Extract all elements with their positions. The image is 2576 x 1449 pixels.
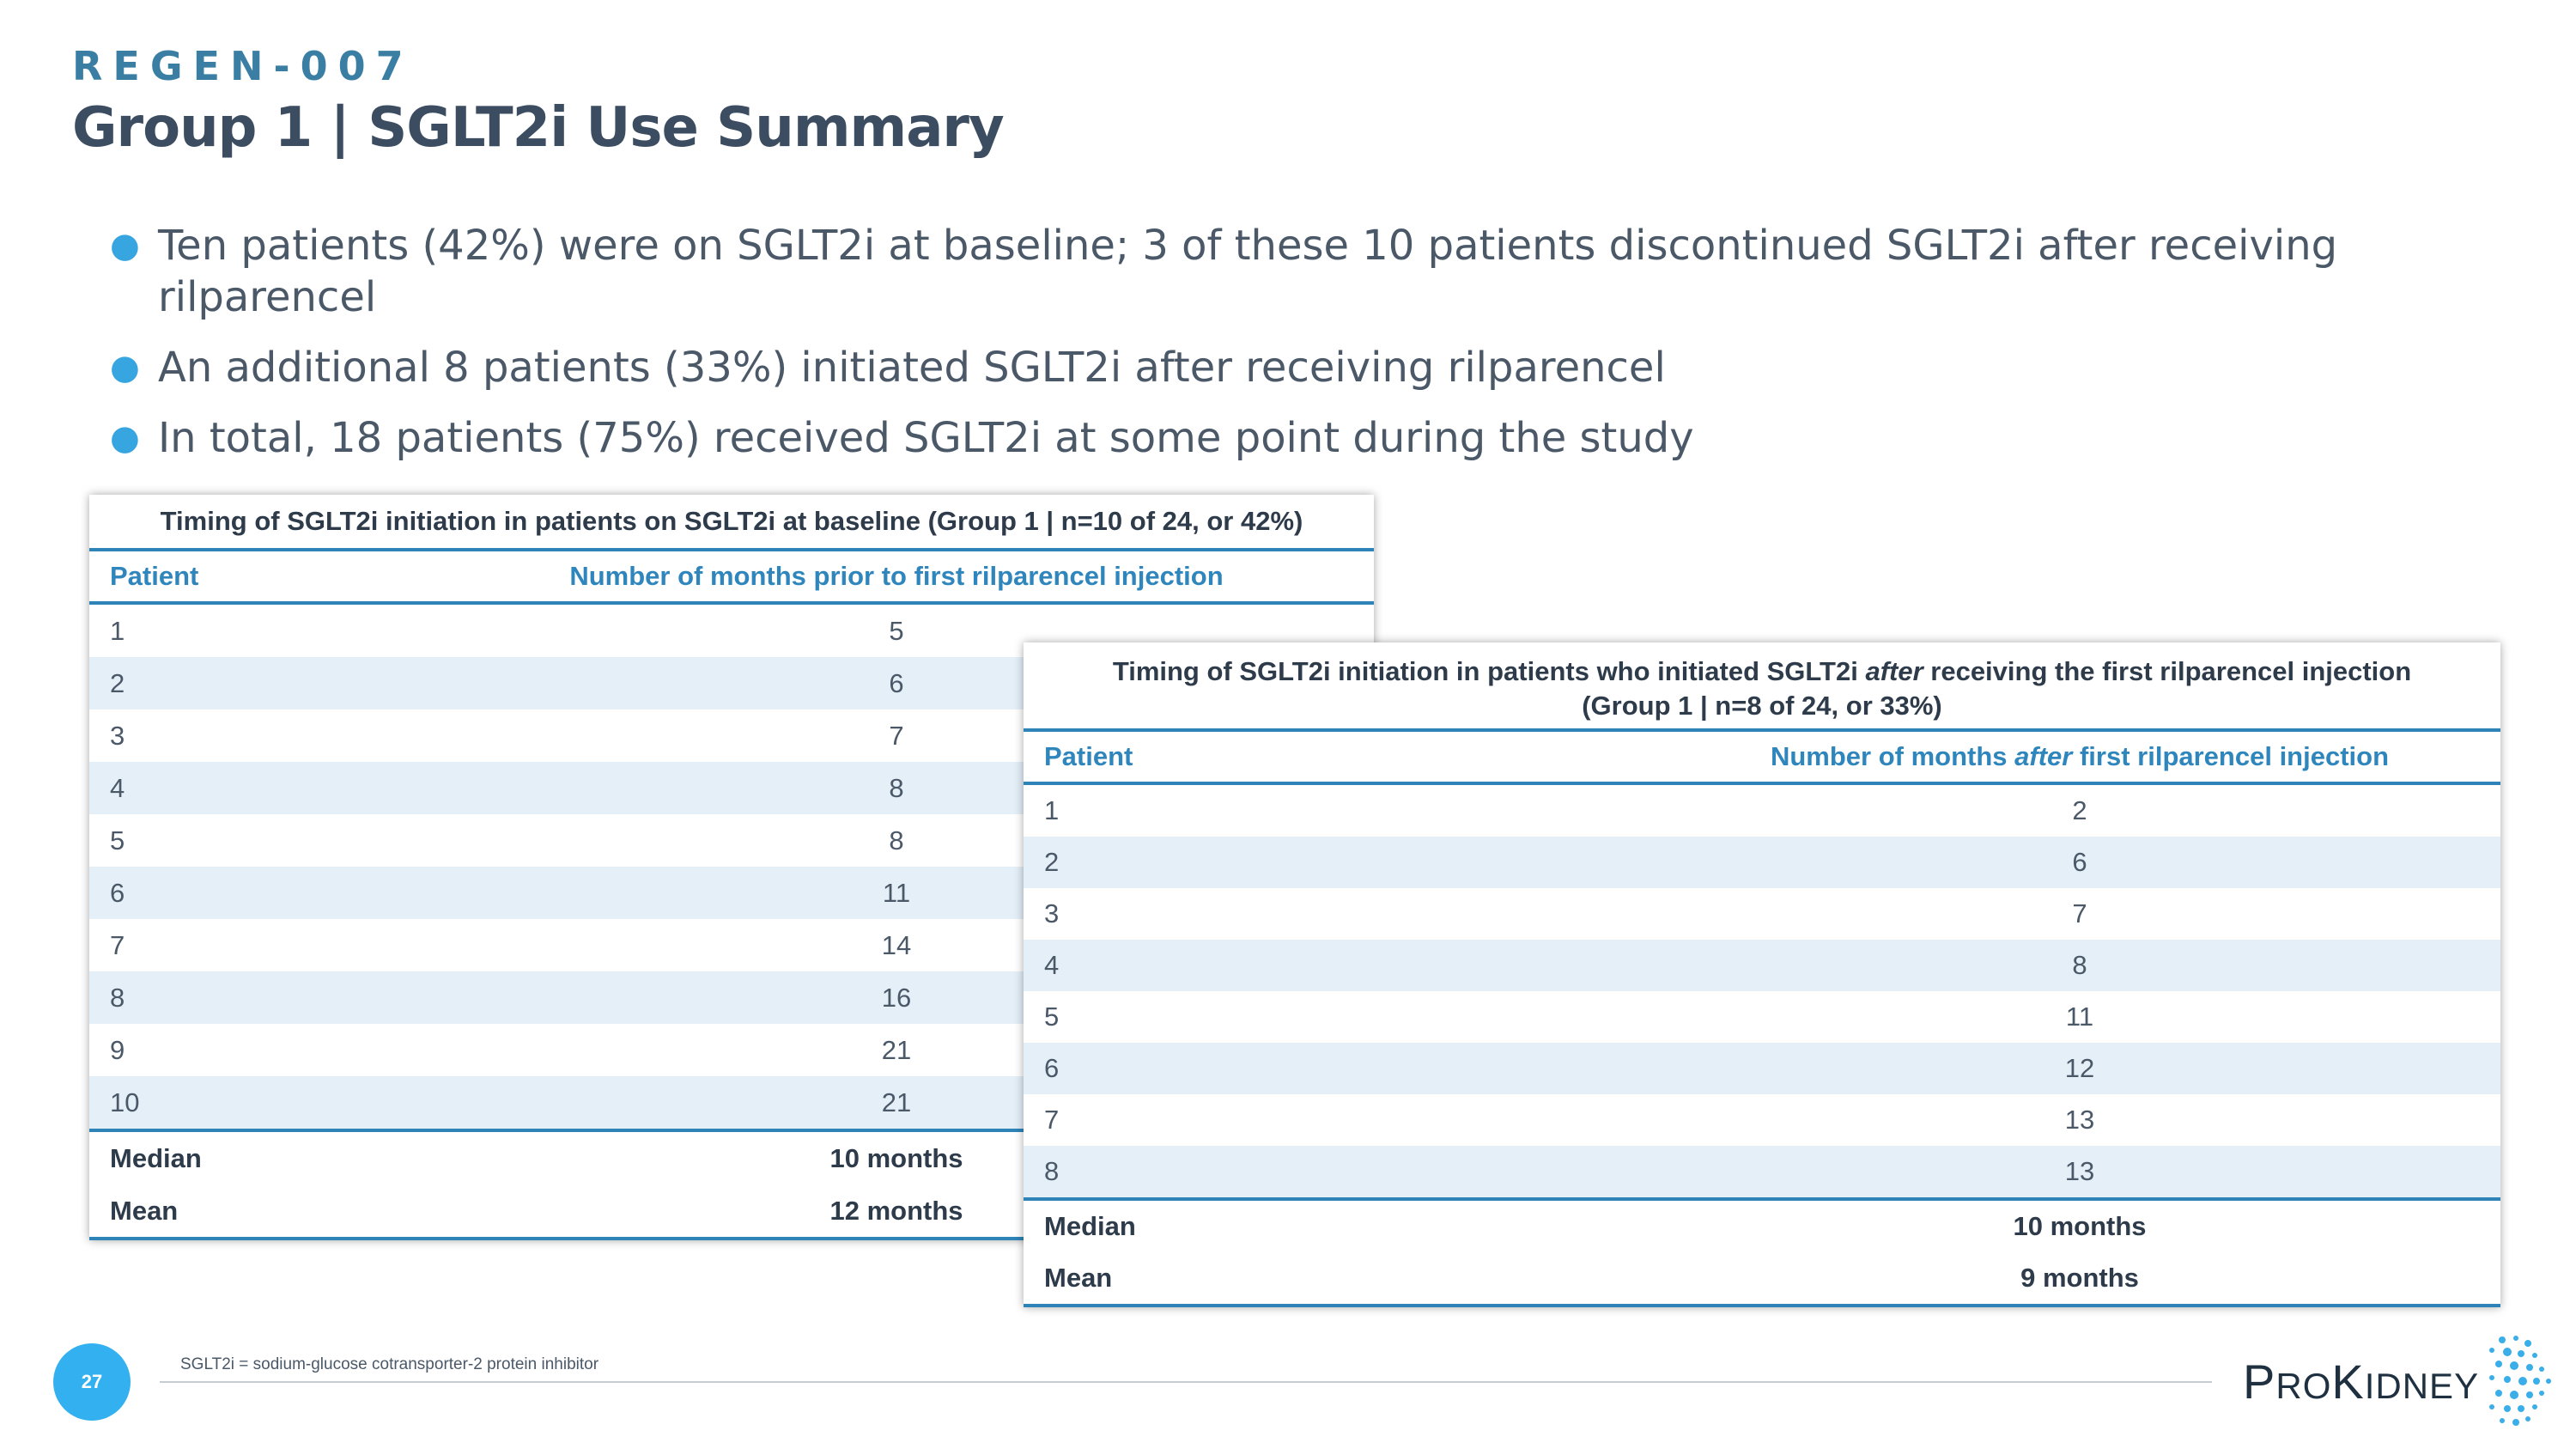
bullet-item: ● An additional 8 patients (33%) initiat… bbox=[103, 342, 2421, 393]
column-header-months: Number of months prior to first rilparen… bbox=[569, 561, 1224, 591]
mean-label: Mean bbox=[1044, 1263, 1113, 1293]
mean-label: Mean bbox=[110, 1195, 179, 1226]
table-header-row: Patient Number of months after first ril… bbox=[1024, 732, 2500, 785]
bullet-text: Ten patients (42%) were on SGLT2i at bas… bbox=[158, 222, 2338, 321]
table-header-row: Patient Number of months prior to first … bbox=[89, 551, 1374, 605]
caption-line-1: Timing of SGLT2i initiation in patients … bbox=[1112, 656, 2412, 686]
column-header-patient: Patient bbox=[1044, 741, 1133, 771]
median-label: Median bbox=[1044, 1211, 1136, 1241]
patient-cell: 5 bbox=[110, 825, 125, 855]
months-cell: 7 bbox=[889, 720, 904, 751]
patient-cell: 6 bbox=[110, 877, 125, 908]
mean-row: Mean 12 months bbox=[89, 1184, 1374, 1240]
patient-cell: 1 bbox=[1044, 795, 1060, 825]
table-row: 9 21 bbox=[89, 1024, 1374, 1076]
months-cell: 16 bbox=[881, 982, 912, 1013]
patient-cell: 5 bbox=[1044, 1002, 1060, 1032]
prokidney-dots-icon bbox=[2489, 1336, 2551, 1426]
bullet-text: In total, 18 patients (75%) received SGL… bbox=[158, 414, 1694, 462]
mean-row: Mean 9 months bbox=[1024, 1252, 2500, 1307]
footer-divider bbox=[160, 1381, 2212, 1383]
months-cell: 2 bbox=[2072, 795, 2087, 825]
page-number-badge: 27 bbox=[53, 1343, 131, 1421]
bullet-dot-icon: ● bbox=[110, 226, 140, 265]
table-row: 5 11 bbox=[1024, 991, 2500, 1043]
patient-cell: 3 bbox=[110, 720, 125, 751]
table-row: 6 12 bbox=[1024, 1043, 2500, 1094]
median-row: Median 10 months bbox=[1024, 1197, 2500, 1252]
table-caption: Timing of SGLT2i initiation in patients … bbox=[89, 495, 1374, 551]
page-title: Group 1 | SGLT2i Use Summary bbox=[72, 96, 1005, 160]
footnote: SGLT2i = sodium-glucose cotransporter-2 … bbox=[180, 1355, 599, 1373]
patient-cell: 9 bbox=[110, 1034, 125, 1065]
months-cell: 8 bbox=[889, 772, 904, 803]
mean-value: 12 months bbox=[829, 1195, 963, 1226]
patient-cell: 6 bbox=[1044, 1053, 1060, 1083]
patient-cell: 3 bbox=[1044, 898, 1060, 928]
patient-cell: 4 bbox=[1044, 950, 1060, 980]
caption-line-2: (Group 1 | n=8 of 24, or 33%) bbox=[1582, 691, 1942, 721]
patient-cell: 8 bbox=[1044, 1156, 1060, 1186]
median-label: Median bbox=[110, 1142, 202, 1173]
patient-cell: 7 bbox=[110, 929, 125, 960]
months-cell: 13 bbox=[2064, 1105, 2095, 1135]
table-row: 7 14 bbox=[89, 919, 1374, 971]
months-cell: 7 bbox=[2072, 898, 2087, 928]
months-cell: 8 bbox=[2072, 950, 2087, 980]
months-cell: 14 bbox=[881, 929, 912, 960]
prokidney-logo: PROKIDNEY bbox=[2243, 1328, 2552, 1431]
table-row: 7 13 bbox=[1024, 1094, 2500, 1146]
bullet-text: An additional 8 patients (33%) initiated… bbox=[158, 344, 1666, 392]
logo-wordmark: PROKIDNEY bbox=[2243, 1355, 2480, 1409]
bullet-item: ● Ten patients (42%) were on SGLT2i at b… bbox=[103, 220, 2421, 323]
months-cell: 11 bbox=[882, 877, 911, 908]
post-rilparencel-sglt2i-table: Timing of SGLT2i initiation in patients … bbox=[1024, 642, 2500, 1307]
patient-cell: 10 bbox=[110, 1087, 140, 1117]
months-cell: 11 bbox=[2065, 1002, 2094, 1032]
months-cell: 6 bbox=[2072, 847, 2087, 877]
column-header-patient: Patient bbox=[110, 561, 199, 591]
months-cell: 21 bbox=[881, 1087, 912, 1117]
column-header-months: Number of months after first rilparencel… bbox=[1770, 741, 2390, 771]
table-caption: Timing of SGLT2i initiation in patients … bbox=[1024, 642, 2500, 732]
patient-cell: 4 bbox=[110, 772, 125, 803]
months-cell: 12 bbox=[2064, 1053, 2095, 1083]
bullet-list: ● Ten patients (42%) were on SGLT2i at b… bbox=[103, 220, 2421, 483]
bullet-dot-icon: ● bbox=[110, 348, 140, 387]
months-cell: 13 bbox=[2064, 1156, 2095, 1186]
patient-cell: 2 bbox=[1044, 847, 1060, 877]
median-row: Median 10 months bbox=[89, 1129, 1374, 1184]
patient-cell: 2 bbox=[110, 667, 125, 698]
bullet-dot-icon: ● bbox=[110, 418, 140, 458]
months-cell: 5 bbox=[889, 615, 904, 646]
median-value: 10 months bbox=[2013, 1211, 2147, 1241]
patient-cell: 7 bbox=[1044, 1105, 1060, 1135]
table-body: 1 2 2 6 3 7 4 8 5 11 6 12 7 13 8 13 bbox=[1024, 785, 2500, 1197]
bullet-item: ● In total, 18 patients (75%) received S… bbox=[103, 412, 2421, 464]
mean-value: 9 months bbox=[2020, 1263, 2139, 1293]
months-cell: 21 bbox=[881, 1034, 912, 1065]
months-cell: 8 bbox=[889, 825, 904, 855]
median-value: 10 months bbox=[829, 1142, 963, 1173]
patient-cell: 1 bbox=[110, 615, 125, 646]
patient-cell: 8 bbox=[110, 982, 125, 1013]
table-row: 8 13 bbox=[1024, 1146, 2500, 1197]
months-cell: 6 bbox=[889, 667, 904, 698]
section-eyebrow: REGEN-007 bbox=[72, 43, 414, 89]
